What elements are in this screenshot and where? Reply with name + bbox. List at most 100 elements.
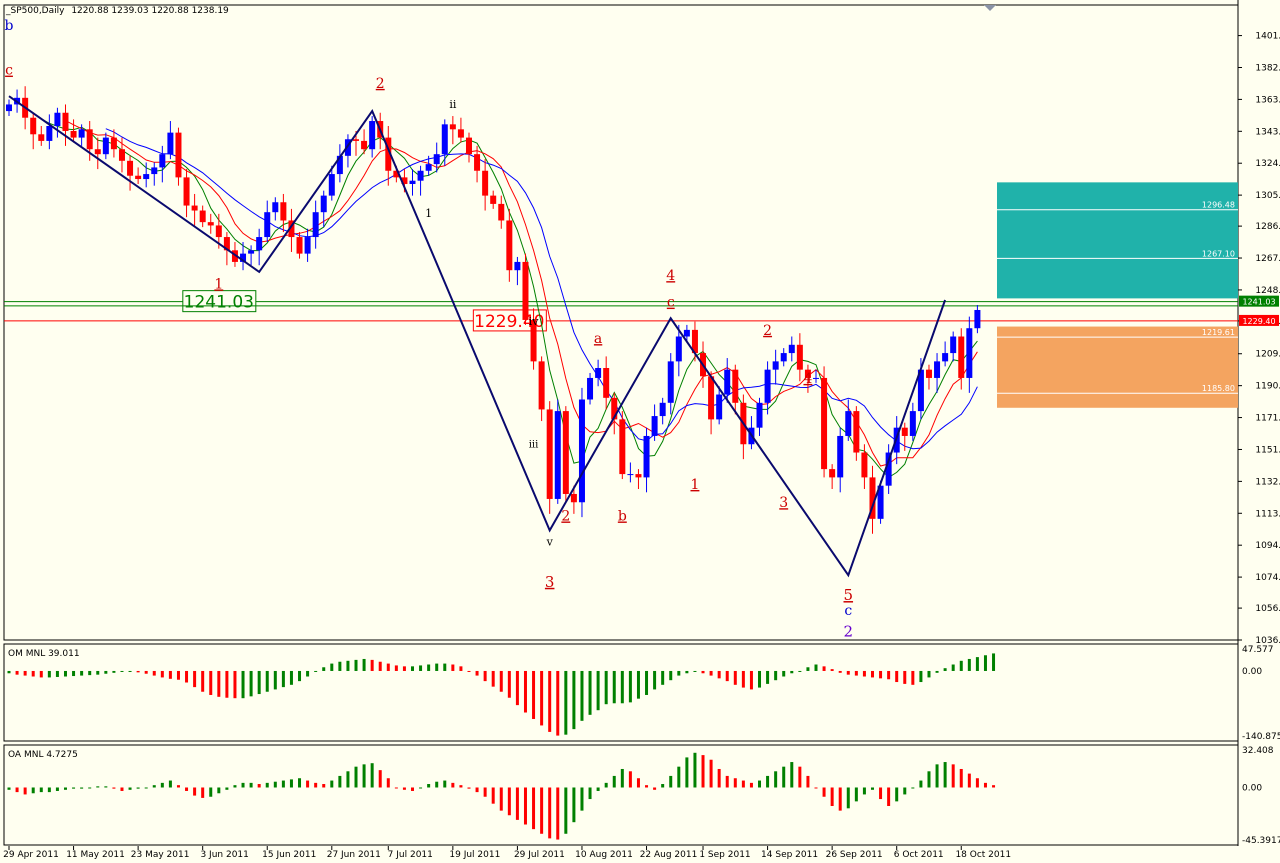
histogram-bar [314, 670, 318, 672]
histogram-bar [862, 787, 866, 795]
candle-body [118, 149, 125, 161]
histogram-bar [217, 670, 221, 697]
candle-body [264, 212, 271, 238]
candle-body [159, 154, 166, 168]
histogram-bar [717, 670, 721, 679]
candle-body [974, 309, 981, 329]
wave-label: 5 [844, 586, 854, 604]
histogram-bar [63, 670, 67, 677]
candle-body [30, 117, 37, 135]
histogram-bar [112, 670, 116, 673]
histogram-bar [273, 781, 277, 788]
histogram-bar [168, 670, 172, 679]
histogram-bar [725, 670, 729, 682]
histogram-bar [669, 775, 673, 788]
candle-body [683, 329, 690, 337]
candle-body [514, 261, 521, 271]
histogram-bar [491, 787, 495, 804]
candle-body [248, 250, 255, 254]
histogram-bar [72, 670, 76, 677]
symbol-title: _SP500,Daily [6, 6, 65, 16]
candle-body [845, 411, 852, 436]
histogram-bar [741, 670, 745, 688]
date-label: 19 Jul 2011 [449, 850, 500, 860]
histogram-bar [241, 782, 245, 788]
histogram-bar [104, 786, 108, 788]
histogram-bar [685, 670, 689, 674]
histogram-bar [112, 787, 116, 789]
histogram-bar [483, 670, 487, 682]
histogram-bar [451, 782, 455, 788]
candle-body [409, 180, 416, 185]
histogram-bar [168, 780, 172, 788]
candle-body [482, 170, 489, 196]
candle-body [385, 137, 392, 171]
histogram-bar [322, 667, 326, 671]
histogram-bar [774, 771, 778, 788]
histogram-bar [152, 785, 156, 788]
histogram-bar [903, 670, 907, 684]
histogram-bar [72, 787, 76, 789]
candle-body [538, 361, 545, 410]
candle-body [240, 253, 247, 262]
candle-body [175, 132, 182, 178]
date-label: 29 Jul 2011 [514, 850, 565, 860]
histogram-bar [822, 787, 826, 797]
histogram-bar [959, 660, 963, 671]
candle-body [837, 435, 844, 478]
histogram-bar [919, 780, 923, 788]
price-tick-label: 1401.55 [1255, 32, 1280, 42]
wave-label: b [618, 508, 627, 524]
candle-body [909, 411, 916, 436]
histogram-bar [507, 787, 511, 816]
histogram-bar [580, 670, 584, 721]
histogram-bar [887, 670, 891, 680]
histogram-bar [572, 670, 576, 730]
histogram-bar [943, 668, 947, 671]
histogram-bar [935, 764, 939, 788]
price-marker [1239, 314, 1279, 326]
histogram-bar [241, 670, 245, 699]
histogram-bar [685, 757, 689, 788]
histogram-bar [257, 670, 261, 695]
oscillator-tick-label: 32.408 [1242, 746, 1274, 756]
histogram-bar [144, 670, 148, 674]
histogram-bar [185, 670, 189, 683]
candle-body [361, 140, 368, 150]
price-tick-label: 1056.15 [1255, 604, 1280, 614]
candle-body [611, 397, 618, 420]
histogram-bar [128, 670, 132, 672]
histogram-bar [782, 766, 786, 788]
candle-body [441, 124, 448, 155]
histogram-bar [830, 787, 834, 806]
candle-body [46, 125, 53, 141]
histogram-bar [870, 670, 874, 678]
histogram-bar [814, 787, 818, 789]
candle-body [587, 377, 594, 400]
date-label: 11 May 2011 [66, 850, 125, 860]
histogram-bar [806, 667, 810, 671]
price-tick-label: 1190.35 [1255, 382, 1280, 392]
wave-label: a [594, 331, 602, 347]
histogram-bar [31, 787, 35, 794]
oa-panel-frame [3, 744, 1239, 846]
wave-label: ii [449, 98, 457, 111]
candle-body [813, 377, 819, 379]
histogram-bar [394, 787, 398, 789]
candle-body [780, 353, 787, 362]
histogram-bar [523, 670, 527, 713]
histogram-bar [846, 670, 850, 675]
candle-body [433, 154, 440, 165]
histogram-bar [499, 787, 503, 811]
candle-body [151, 167, 158, 175]
wave-label: b [5, 18, 14, 34]
histogram-bar [959, 768, 963, 788]
histogram-bar [451, 664, 455, 671]
histogram-bar [540, 670, 544, 726]
histogram-bar [23, 787, 27, 795]
histogram-bar [838, 787, 842, 811]
price-tick-label: 1094.10 [1255, 541, 1280, 551]
wave-label: c [5, 63, 13, 79]
